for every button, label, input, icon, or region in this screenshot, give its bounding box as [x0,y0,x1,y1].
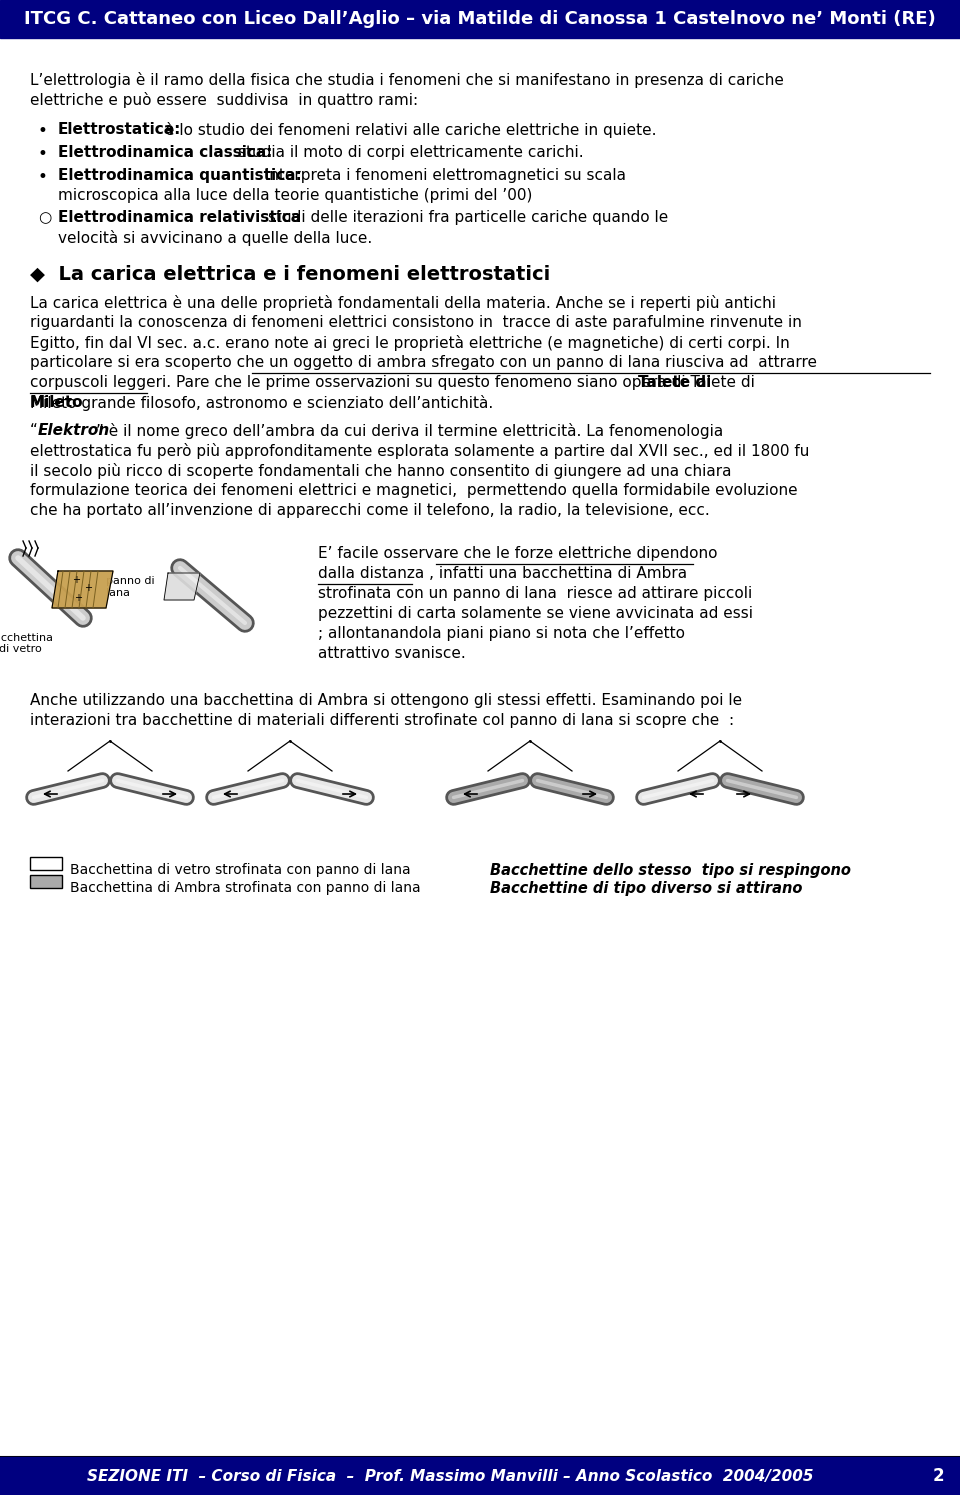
Text: studi delle iterazioni fra particelle cariche quando le: studi delle iterazioni fra particelle ca… [268,209,668,226]
Text: lana: lana [106,588,130,598]
Text: ◆  La carica elettrica e i fenomeni elettrostatici: ◆ La carica elettrica e i fenomeni elett… [30,265,550,284]
Text: velocità si avvicinano a quelle della luce.: velocità si avvicinano a quelle della lu… [58,230,372,247]
Text: E’ facile osservare che le forze elettriche dipendono: E’ facile osservare che le forze elettri… [318,546,717,561]
Text: dalla distanza , infatti una bacchettina di Ambra: dalla distanza , infatti una bacchettina… [318,567,687,582]
Text: pezzettini di carta solamente se viene avvicinata ad essi: pezzettini di carta solamente se viene a… [318,605,753,620]
Text: elettriche e può essere  suddivisa  in quattro rami:: elettriche e può essere suddivisa in qua… [30,93,419,108]
Polygon shape [52,571,113,608]
Text: ; allontanandola piani piano si nota che l’effetto: ; allontanandola piani piano si nota che… [318,626,685,641]
Text: L’elettrologia è il ramo della fisica che studia i fenomeni che si manifestano i: L’elettrologia è il ramo della fisica ch… [30,72,784,88]
Bar [0,0,960,37]
Text: Elettrodinamica quantistica:: Elettrodinamica quantistica: [58,167,301,182]
Text: Bacchettina di vetro strofinata con panno di lana: Bacchettina di vetro strofinata con pann… [70,863,411,878]
Text: Mileto grande filosofo, astronomo e scienziato dell’antichità.: Mileto grande filosofo, astronomo e scie… [30,395,493,411]
Text: ○: ○ [38,209,51,226]
Text: 2: 2 [932,1467,944,1485]
Text: di vetro: di vetro [0,644,41,653]
Text: particolare si era scoperto che un oggetto di ambra sfregato con un panno di lan: particolare si era scoperto che un ogget… [30,354,817,369]
Text: Elettrodinamica relativistica: Elettrodinamica relativistica [58,209,301,226]
Bar [30,875,62,888]
Text: corpuscoli leggeri. Pare che le prime osservazioni su questo fenomeno siano oper: corpuscoli leggeri. Pare che le prime os… [30,375,755,390]
Text: Bacchettine dello stesso  tipo si respingono: Bacchettine dello stesso tipo si resping… [490,863,851,878]
Text: microscopica alla luce della teorie quantistiche (primi del ’00): microscopica alla luce della teorie quan… [58,188,533,203]
Polygon shape [164,573,200,599]
Text: è lo studio dei fenomeni relativi alle cariche elettriche in quiete.: è lo studio dei fenomeni relativi alle c… [165,123,657,138]
Text: Bacchettina di Ambra strofinata con panno di lana: Bacchettina di Ambra strofinata con pann… [70,881,420,896]
Text: Mileto: Mileto [30,395,84,410]
Text: Egitto, fin dal VI sec. a.c. erano note ai greci le proprietà elettriche (e magn: Egitto, fin dal VI sec. a.c. erano note … [30,335,790,351]
Text: il secolo più ricco di scoperte fondamentali che hanno consentito di giungere ad: il secolo più ricco di scoperte fondamen… [30,463,732,478]
Bar [30,857,62,870]
Text: che ha portato all’invenzione di apparecchi come il telefono, la radio, la telev: che ha portato all’invenzione di apparec… [30,502,709,517]
Text: attrattivo svanisce.: attrattivo svanisce. [318,646,466,661]
Text: •: • [38,145,48,163]
Text: Elektron: Elektron [38,423,110,438]
Text: •: • [38,123,48,141]
Text: Elettrodinamica classica:: Elettrodinamica classica: [58,145,273,160]
Text: ” è il nome greco dell’ambra da cui deriva il termine elettricità. La fenomenolo: ” è il nome greco dell’ambra da cui deri… [96,423,723,440]
Text: interpreta i fenomeni elettromagnetici su scala: interpreta i fenomeni elettromagnetici s… [265,167,626,182]
Text: interazioni tra bacchettine di materiali differenti strofinate col panno di lana: interazioni tra bacchettine di materiali… [30,713,734,728]
Text: ITCG C. Cattaneo con Liceo Dall’Aglio – via Matilde di Canossa 1 Castelnovo ne’ : ITCG C. Cattaneo con Liceo Dall’Aglio – … [24,10,936,28]
Text: Elettrostatica:: Elettrostatica: [58,123,181,138]
Bar [0,1458,960,1495]
Text: panno di: panno di [106,576,155,586]
Text: +: + [74,594,82,602]
Text: studia il moto di corpi elettricamente carichi.: studia il moto di corpi elettricamente c… [238,145,584,160]
Text: Talete di: Talete di [638,375,711,390]
Text: +: + [84,583,92,594]
Text: La carica elettrica è una delle proprietà fondamentali della materia. Anche se i: La carica elettrica è una delle propriet… [30,295,776,311]
Text: +: + [72,576,80,585]
Text: strofinata con un panno di lana  riesce ad attirare piccoli: strofinata con un panno di lana riesce a… [318,586,753,601]
Text: Bacchettine di tipo diverso si attirano: Bacchettine di tipo diverso si attirano [490,881,803,896]
Text: formulazione teorica dei fenomeni elettrici e magnetici,  permettendo quella for: formulazione teorica dei fenomeni elettr… [30,483,798,498]
Text: •: • [38,167,48,185]
Text: “: “ [30,423,37,438]
Text: elettrostatica fu però più approfonditamente esplorata solamente a partire dal X: elettrostatica fu però più approfonditam… [30,443,809,459]
Text: SEZIONE ITI  – Corso di Fisica  –  Prof. Massimo Manvilli – Anno Scolastico  200: SEZIONE ITI – Corso di Fisica – Prof. Ma… [86,1468,813,1483]
Text: riguardanti la conoscenza di fenomeni elettrici consistono in  tracce di aste pa: riguardanti la conoscenza di fenomeni el… [30,315,802,330]
Text: Anche utilizzando una bacchettina di Ambra si ottengono gli stessi effetti. Esam: Anche utilizzando una bacchettina di Amb… [30,694,742,709]
Text: bacchettina: bacchettina [0,632,53,643]
